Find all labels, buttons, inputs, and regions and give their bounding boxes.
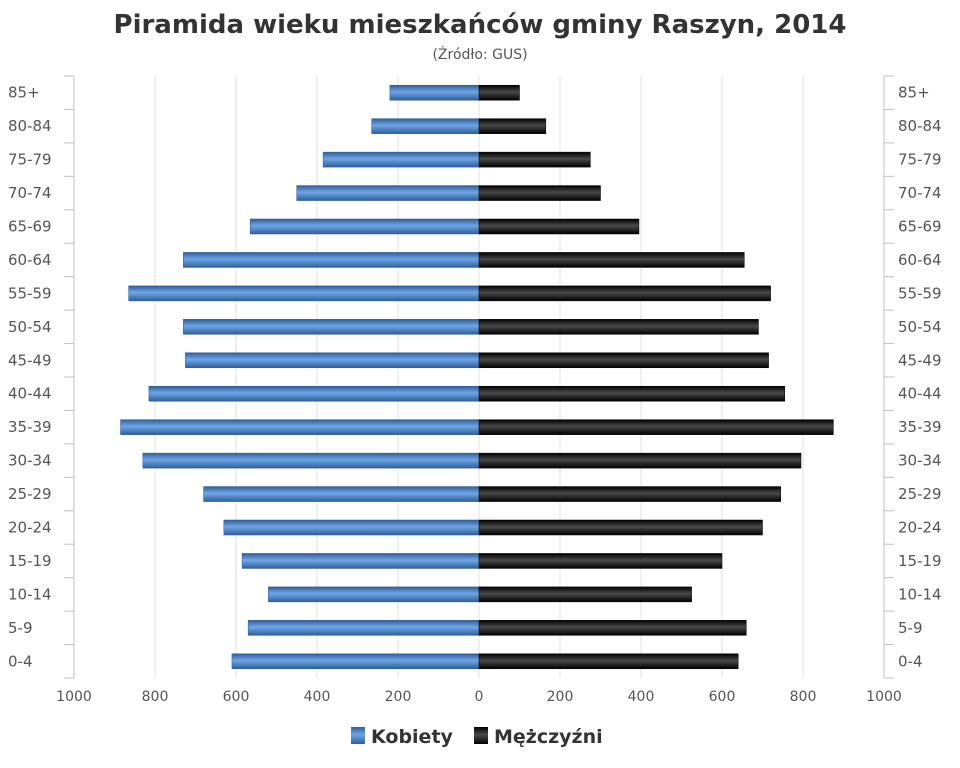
category-label-right: 85+: [898, 84, 930, 102]
bar-kobiety[interactable]: [322, 151, 480, 168]
category-label-left: 5-9: [8, 619, 33, 637]
bar-kobiety[interactable]: [241, 553, 480, 569]
category-label-left: 30-34: [8, 452, 52, 470]
bar-mezczyzni[interactable]: [478, 118, 547, 134]
bar-kobiety[interactable]: [183, 319, 480, 335]
x-tick-label: 400: [304, 689, 331, 705]
bar-kobiety[interactable]: [185, 352, 480, 369]
bar-mezczyzni[interactable]: [478, 519, 763, 536]
bar-mezczyzni[interactable]: [478, 218, 640, 235]
bar-kobiety[interactable]: [268, 586, 480, 603]
bar-mezczyzni[interactable]: [478, 419, 834, 435]
category-label-right: 55-59: [898, 284, 942, 302]
bar-mezczyzni[interactable]: [478, 84, 520, 101]
category-label-left: 55-59: [8, 284, 52, 302]
legend-swatch-mezczyzni: [474, 727, 488, 744]
gridlines: [154, 76, 804, 678]
bar-kobiety[interactable]: [296, 185, 480, 201]
chart-title: Piramida wieku mieszkańców gminy Raszyn,…: [114, 10, 847, 40]
category-label-right: 75-79: [898, 151, 942, 169]
category-label-right: 5-9: [898, 619, 923, 637]
category-label-right: 25-29: [898, 485, 942, 503]
category-labels: 85+ 85+ 80-84 80-84 75-79 75-79 70-74 70-74 65-6…: [8, 84, 942, 671]
bar-mezczyzni[interactable]: [478, 653, 739, 670]
legend-label-kobiety: Kobiety: [371, 726, 454, 748]
bar-mezczyzni[interactable]: [478, 486, 781, 502]
category-label-left: 10-14: [8, 585, 52, 603]
x-tick-label: 800: [142, 689, 169, 705]
category-label-left: 60-64: [8, 251, 52, 269]
category-label-right: 80-84: [898, 117, 942, 135]
bar-kobiety[interactable]: [223, 519, 480, 536]
category-label-left: 20-24: [8, 519, 52, 537]
x-tick-labels: 1000 800 600 400 200 0 200 400 600 800 1000: [56, 689, 902, 705]
category-label-left: 50-54: [8, 318, 52, 336]
bar-mezczyzni[interactable]: [478, 452, 802, 469]
category-label-right: 0-4: [898, 652, 923, 670]
category-label-left: 85+: [8, 84, 40, 102]
category-label-left: 0-4: [8, 652, 33, 670]
bar-mezczyzni[interactable]: [478, 620, 747, 636]
bar-mezczyzni[interactable]: [478, 352, 769, 369]
bar-kobiety[interactable]: [247, 620, 480, 636]
legend-swatch-kobiety: [351, 727, 365, 744]
category-label-left: 80-84: [8, 117, 52, 135]
category-label-right: 50-54: [898, 318, 942, 336]
bar-kobiety[interactable]: [120, 419, 480, 435]
bar-mezczyzni[interactable]: [478, 586, 692, 603]
bar-mezczyzni[interactable]: [478, 385, 786, 402]
bar-kobiety[interactable]: [203, 486, 480, 502]
bar-kobiety[interactable]: [183, 252, 480, 268]
chart-subtitle: (Źródło: GUS): [432, 45, 527, 63]
x-tick-label: 800: [790, 689, 817, 705]
category-label-left: 40-44: [8, 385, 52, 403]
bars: [120, 84, 834, 670]
bar-mezczyzni[interactable]: [478, 285, 771, 302]
bar-kobiety[interactable]: [371, 118, 480, 134]
category-label-left: 70-74: [8, 184, 52, 202]
category-label-right: 30-34: [898, 452, 942, 470]
bar-mezczyzni[interactable]: [478, 252, 745, 268]
category-label-right: 65-69: [898, 218, 942, 236]
category-label-left: 25-29: [8, 485, 52, 503]
bar-mezczyzni[interactable]: [478, 185, 601, 201]
bar-mezczyzni[interactable]: [478, 319, 759, 335]
category-label-right: 45-49: [898, 351, 942, 369]
bar-kobiety[interactable]: [142, 452, 480, 469]
x-tick-label: 400: [628, 689, 655, 705]
category-label-left: 75-79: [8, 151, 52, 169]
legend[interactable]: Kobiety Mężczyźni: [351, 726, 603, 748]
x-tick-label: 200: [547, 689, 574, 705]
x-tick-label: 1000: [56, 689, 92, 705]
x-tick-label: 600: [223, 689, 250, 705]
legend-item-kobiety[interactable]: Kobiety: [351, 726, 454, 748]
category-label-right: 60-64: [898, 251, 942, 269]
x-tick-label: 200: [385, 689, 412, 705]
x-tick-label: 0: [475, 689, 484, 705]
category-label-right: 70-74: [898, 184, 942, 202]
bar-kobiety[interactable]: [231, 653, 480, 670]
x-tick-label: 600: [709, 689, 736, 705]
bar-kobiety[interactable]: [389, 84, 480, 101]
axes: [64, 75, 894, 679]
x-tick-label: 1000: [866, 689, 902, 705]
category-label-left: 45-49: [8, 351, 52, 369]
legend-label-mezczyzni: Mężczyźni: [494, 726, 603, 748]
bar-mezczyzni[interactable]: [478, 553, 723, 569]
legend-item-mezczyzni[interactable]: Mężczyźni: [474, 726, 603, 748]
bar-kobiety[interactable]: [249, 218, 480, 235]
bar-kobiety[interactable]: [148, 385, 480, 402]
category-label-left: 65-69: [8, 218, 52, 236]
category-label-right: 10-14: [898, 585, 942, 603]
bar-kobiety[interactable]: [128, 285, 480, 302]
category-label-right: 15-19: [898, 552, 942, 570]
category-label-left: 15-19: [8, 552, 52, 570]
category-label-right: 40-44: [898, 385, 942, 403]
category-label-right: 20-24: [898, 519, 942, 537]
category-label-right: 35-39: [898, 418, 942, 436]
category-label-left: 35-39: [8, 418, 52, 436]
bar-mezczyzni[interactable]: [478, 151, 591, 168]
